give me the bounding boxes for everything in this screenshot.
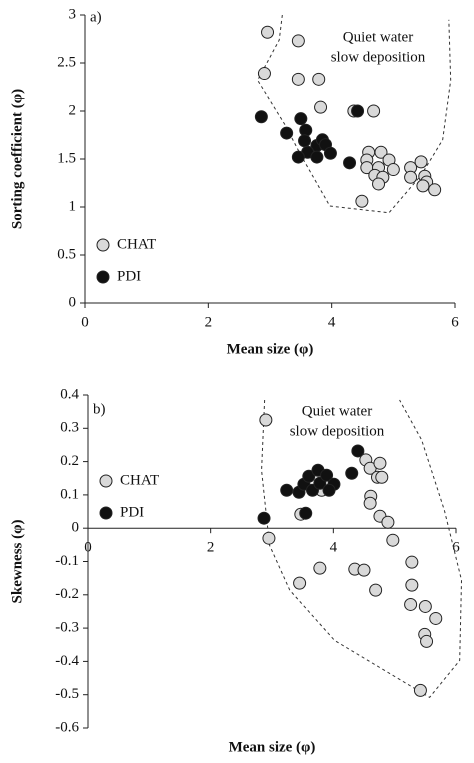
point [310,150,324,164]
point [363,496,377,510]
point [312,72,326,86]
point [291,72,305,86]
point [386,163,400,177]
point [357,563,371,577]
point [351,104,365,118]
y-tick-label: 1 [69,198,77,214]
x-tick-label: 6 [452,540,460,556]
x-tick-label: 4 [328,314,336,330]
y-axis-title: Sorting coefficient (φ) [9,89,25,229]
x-axis-title: Mean size (φ) [229,739,316,755]
y-tick-label: -0.4 [55,653,79,669]
point [414,155,428,169]
y-tick-label: 0.5 [57,246,76,262]
point [298,134,312,148]
point [381,515,395,529]
y-tick-label: 0.3 [60,420,79,436]
point [367,104,381,118]
point [418,599,432,613]
point [355,194,369,208]
point [413,683,427,697]
panel-label: a) [90,9,102,25]
y-tick-label: 0 [69,294,77,310]
point [294,112,308,126]
y-tick-label: 2.5 [57,54,76,70]
annotation: slow deposition [331,49,426,65]
point [416,179,430,193]
annotation: Quiet water [343,29,413,45]
point [375,470,389,484]
point [405,555,419,569]
point [259,413,273,427]
point [293,576,307,590]
point [257,511,271,525]
x-tick-label: 0 [84,540,92,556]
point [280,126,294,140]
x-tick-label: 4 [330,540,338,556]
point [404,597,418,611]
legend-marker [96,270,110,284]
point [429,611,443,625]
y-tick-label: 0.2 [60,453,79,469]
point [323,146,337,160]
y-tick-label: 2 [69,102,77,118]
annotation: Quiet water [302,403,372,419]
point [262,531,276,545]
point [313,561,327,575]
point [372,177,386,191]
point [345,466,359,480]
y-tick-label: 0.1 [60,486,79,502]
legend-marker [99,506,113,520]
y-tick-label: -0.6 [55,719,79,735]
legend-label: PDI [120,504,144,520]
point [386,533,400,547]
y-tick-label: 0.4 [60,386,79,402]
point [280,483,294,497]
point [291,150,305,164]
y-axis-title: Skewness (φ) [9,520,25,604]
point [428,183,442,197]
legend-marker [96,238,110,252]
point [420,634,434,648]
legend-label: PDI [117,268,141,284]
point [254,110,268,124]
point [405,578,419,592]
y-tick-label: -0.1 [55,553,79,569]
y-tick-label: 0 [72,520,80,536]
annotation: slow deposition [290,423,385,439]
y-tick-label: -0.5 [55,686,79,702]
point [374,145,388,159]
deposition-region [257,14,452,214]
deposition-region [261,399,463,699]
y-tick-label: -0.2 [55,586,79,602]
point [320,468,334,482]
legend-marker [99,474,113,488]
point [343,156,357,170]
point [351,444,365,458]
panel-label: b) [93,401,106,417]
legend-label: CHAT [117,236,156,252]
x-axis-title: Mean size (φ) [227,341,314,357]
y-tick-label: 3 [69,6,77,22]
y-tick-label: 1.5 [57,150,76,166]
x-tick-label: 6 [451,314,459,330]
point [257,67,271,81]
point [322,483,336,497]
point [404,170,418,184]
point [314,100,328,114]
y-tick-label: -0.3 [55,620,79,636]
legend-label: CHAT [120,472,159,488]
point [369,583,383,597]
point [299,506,313,520]
x-tick-label: 0 [81,314,89,330]
point [373,456,387,470]
point [302,469,316,483]
point [261,25,275,39]
x-tick-label: 2 [207,540,215,556]
point [291,34,305,48]
x-tick-label: 2 [205,314,213,330]
